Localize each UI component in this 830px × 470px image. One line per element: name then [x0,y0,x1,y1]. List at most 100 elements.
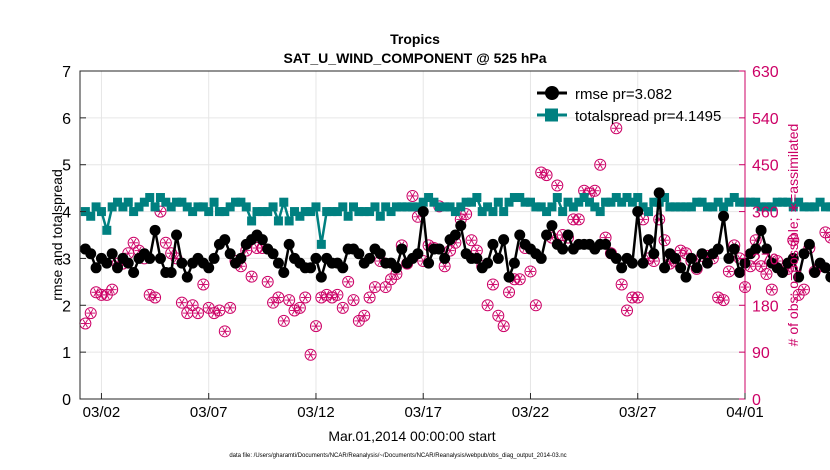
totalspread-point [520,197,530,207]
rmse-point [449,229,461,241]
rmse-point [669,252,681,264]
right-y-tick-label: 630 [752,64,779,81]
obs-marker [149,291,162,304]
totalspread-point [204,207,214,217]
obs-marker [106,283,119,296]
rmse-point [642,234,654,246]
rmse-point [557,243,569,255]
rmse-point [364,252,376,264]
obs-marker [615,278,628,291]
totalspread-point [611,193,621,203]
totalspread-point [343,211,353,221]
obs-marker [347,294,360,307]
totalspread-point [370,202,380,212]
rmse-point [696,248,708,260]
obs-marker [824,231,830,244]
totalspread-point [316,239,326,249]
totalspread-point [483,202,493,212]
rmse-point [825,271,830,283]
left-y-tick-label: 7 [62,64,71,81]
totalspread-point [574,197,584,207]
totalspread-point [161,197,171,207]
totalspread-point [123,197,133,207]
right-y-tick-label: 450 [752,158,779,175]
rmse-point [224,248,236,260]
totalspread-point [788,202,798,212]
obs-marker [261,275,274,288]
totalspread-point [815,197,825,207]
right-y-tick-label: 270 [752,251,779,268]
totalspread-point [445,202,455,212]
rmse-point [305,262,317,274]
obs-marker [765,283,778,296]
obs-marker [175,296,188,309]
totalspread-point [214,207,224,217]
totalspread-point [391,202,401,212]
totalspread-point [794,197,804,207]
totalspread-point [724,197,734,207]
left-y-axis-label: rmse and totalspread [49,169,65,301]
obs-marker [159,236,172,249]
totalspread-point [617,197,627,207]
left-y-tick-label: 5 [62,158,71,175]
obs-marker [304,348,317,361]
obs-marker [342,275,355,288]
totalspread-point [354,207,364,217]
rmse-point [181,271,193,283]
totalspread-point [542,207,552,217]
rmse-point [648,248,660,260]
totalspread-point [563,197,573,207]
totalspread-point [359,207,369,217]
rmse-point [219,234,231,246]
totalspread-point [595,207,605,217]
rmse-point [149,224,161,236]
totalspread-point [257,207,267,217]
totalspread-point [697,197,707,207]
totalspread-point [719,202,729,212]
totalspread-point [311,202,321,212]
obs-marker [492,309,505,322]
totalspread-point [568,202,578,212]
totalspread-point [434,202,444,212]
x-tick-label: 03/02 [83,404,121,421]
totalspread-point [606,197,616,207]
obs-marker [363,291,376,304]
totalspread-point [300,207,310,217]
right-y-tick-label: 180 [752,298,779,315]
rmse-point [616,262,628,274]
rmse-point [809,266,821,278]
obs-marker [497,320,510,333]
rmse-point [471,252,483,264]
x-tick-label: 03/07 [190,404,228,421]
rmse-point [750,243,762,255]
plot-area [79,122,830,361]
left-y-tick-label: 4 [62,205,71,222]
totalspread-point [177,197,187,207]
totalspread-point [676,202,686,212]
x-tick-label: 03/22 [512,404,550,421]
totalspread-point [413,202,423,212]
totalspread-point [472,193,482,203]
rmse-point [680,271,692,283]
obs-marker [331,288,344,301]
totalspread-point [477,207,487,217]
obs-marker [481,299,494,312]
chart-title-line1: Tropics [390,31,440,47]
rmse-point [85,248,97,260]
rmse-point [723,252,735,264]
right-y-axis-label: # of obs: o=possible; ∗=assimilated [785,124,801,347]
rmse-point [787,252,799,264]
rmse-point [423,257,435,269]
totalspread-point [365,207,375,217]
x-tick-label: 04/01 [726,404,764,421]
rmse-point [235,252,247,264]
rmse-point [728,243,740,255]
totalspread-point [772,197,782,207]
totalspread-point [268,202,278,212]
rmse-point [106,248,118,260]
obs-marker [272,291,285,304]
totalspread-point [552,193,562,203]
rmse-point [112,262,124,274]
obs-marker [299,291,312,304]
obs-marker [406,189,419,202]
